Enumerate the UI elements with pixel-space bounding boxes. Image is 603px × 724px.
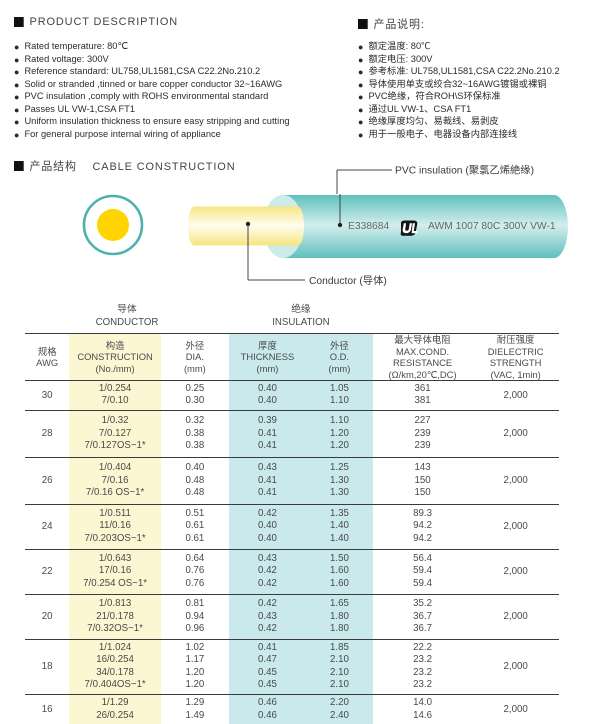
svg-text:PVC insulation (聚氯乙烯絶缘): PVC insulation (聚氯乙烯絶缘) bbox=[395, 164, 534, 177]
svg-text:Conductor (导体): Conductor (导体) bbox=[309, 275, 387, 287]
svg-text:E338684: E338684 bbox=[348, 221, 390, 232]
svg-text:AWM 1007 80C 300V VW-1: AWM 1007 80C 300V VW-1 bbox=[428, 221, 556, 232]
